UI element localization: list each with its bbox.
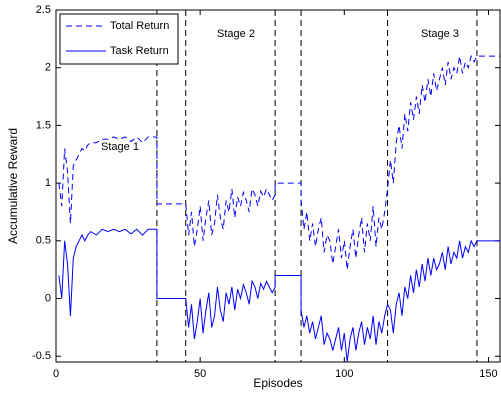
y-tick-label: 1	[45, 177, 51, 189]
x-axis-label: Episodes	[253, 376, 302, 390]
stage-label: Stage 2	[217, 28, 255, 40]
y-axis-label: Accumulative Reward	[6, 128, 20, 244]
stage-label: Stage 3	[421, 28, 459, 40]
y-tick-label: 0	[45, 292, 51, 304]
legend-label: Task Return	[110, 45, 169, 57]
series-line	[58, 54, 500, 270]
legend-label: Total Return	[110, 20, 169, 32]
legend-box	[59, 13, 179, 65]
x-tick-label: 50	[194, 368, 206, 380]
y-tick-label: -0.5	[32, 350, 51, 362]
y-tick-label: 2.5	[36, 4, 51, 16]
x-tick-label: 150	[479, 368, 497, 380]
x-tick-label: 0	[53, 368, 59, 380]
stage-label: Stage 1	[101, 141, 139, 153]
x-tick-label: 100	[335, 368, 353, 380]
y-tick-label: 2	[45, 62, 51, 74]
plot-frame	[55, 9, 501, 363]
y-tick-label: 0.5	[36, 235, 51, 247]
series-line	[58, 228, 500, 363]
y-tick-label: 1.5	[36, 119, 51, 131]
